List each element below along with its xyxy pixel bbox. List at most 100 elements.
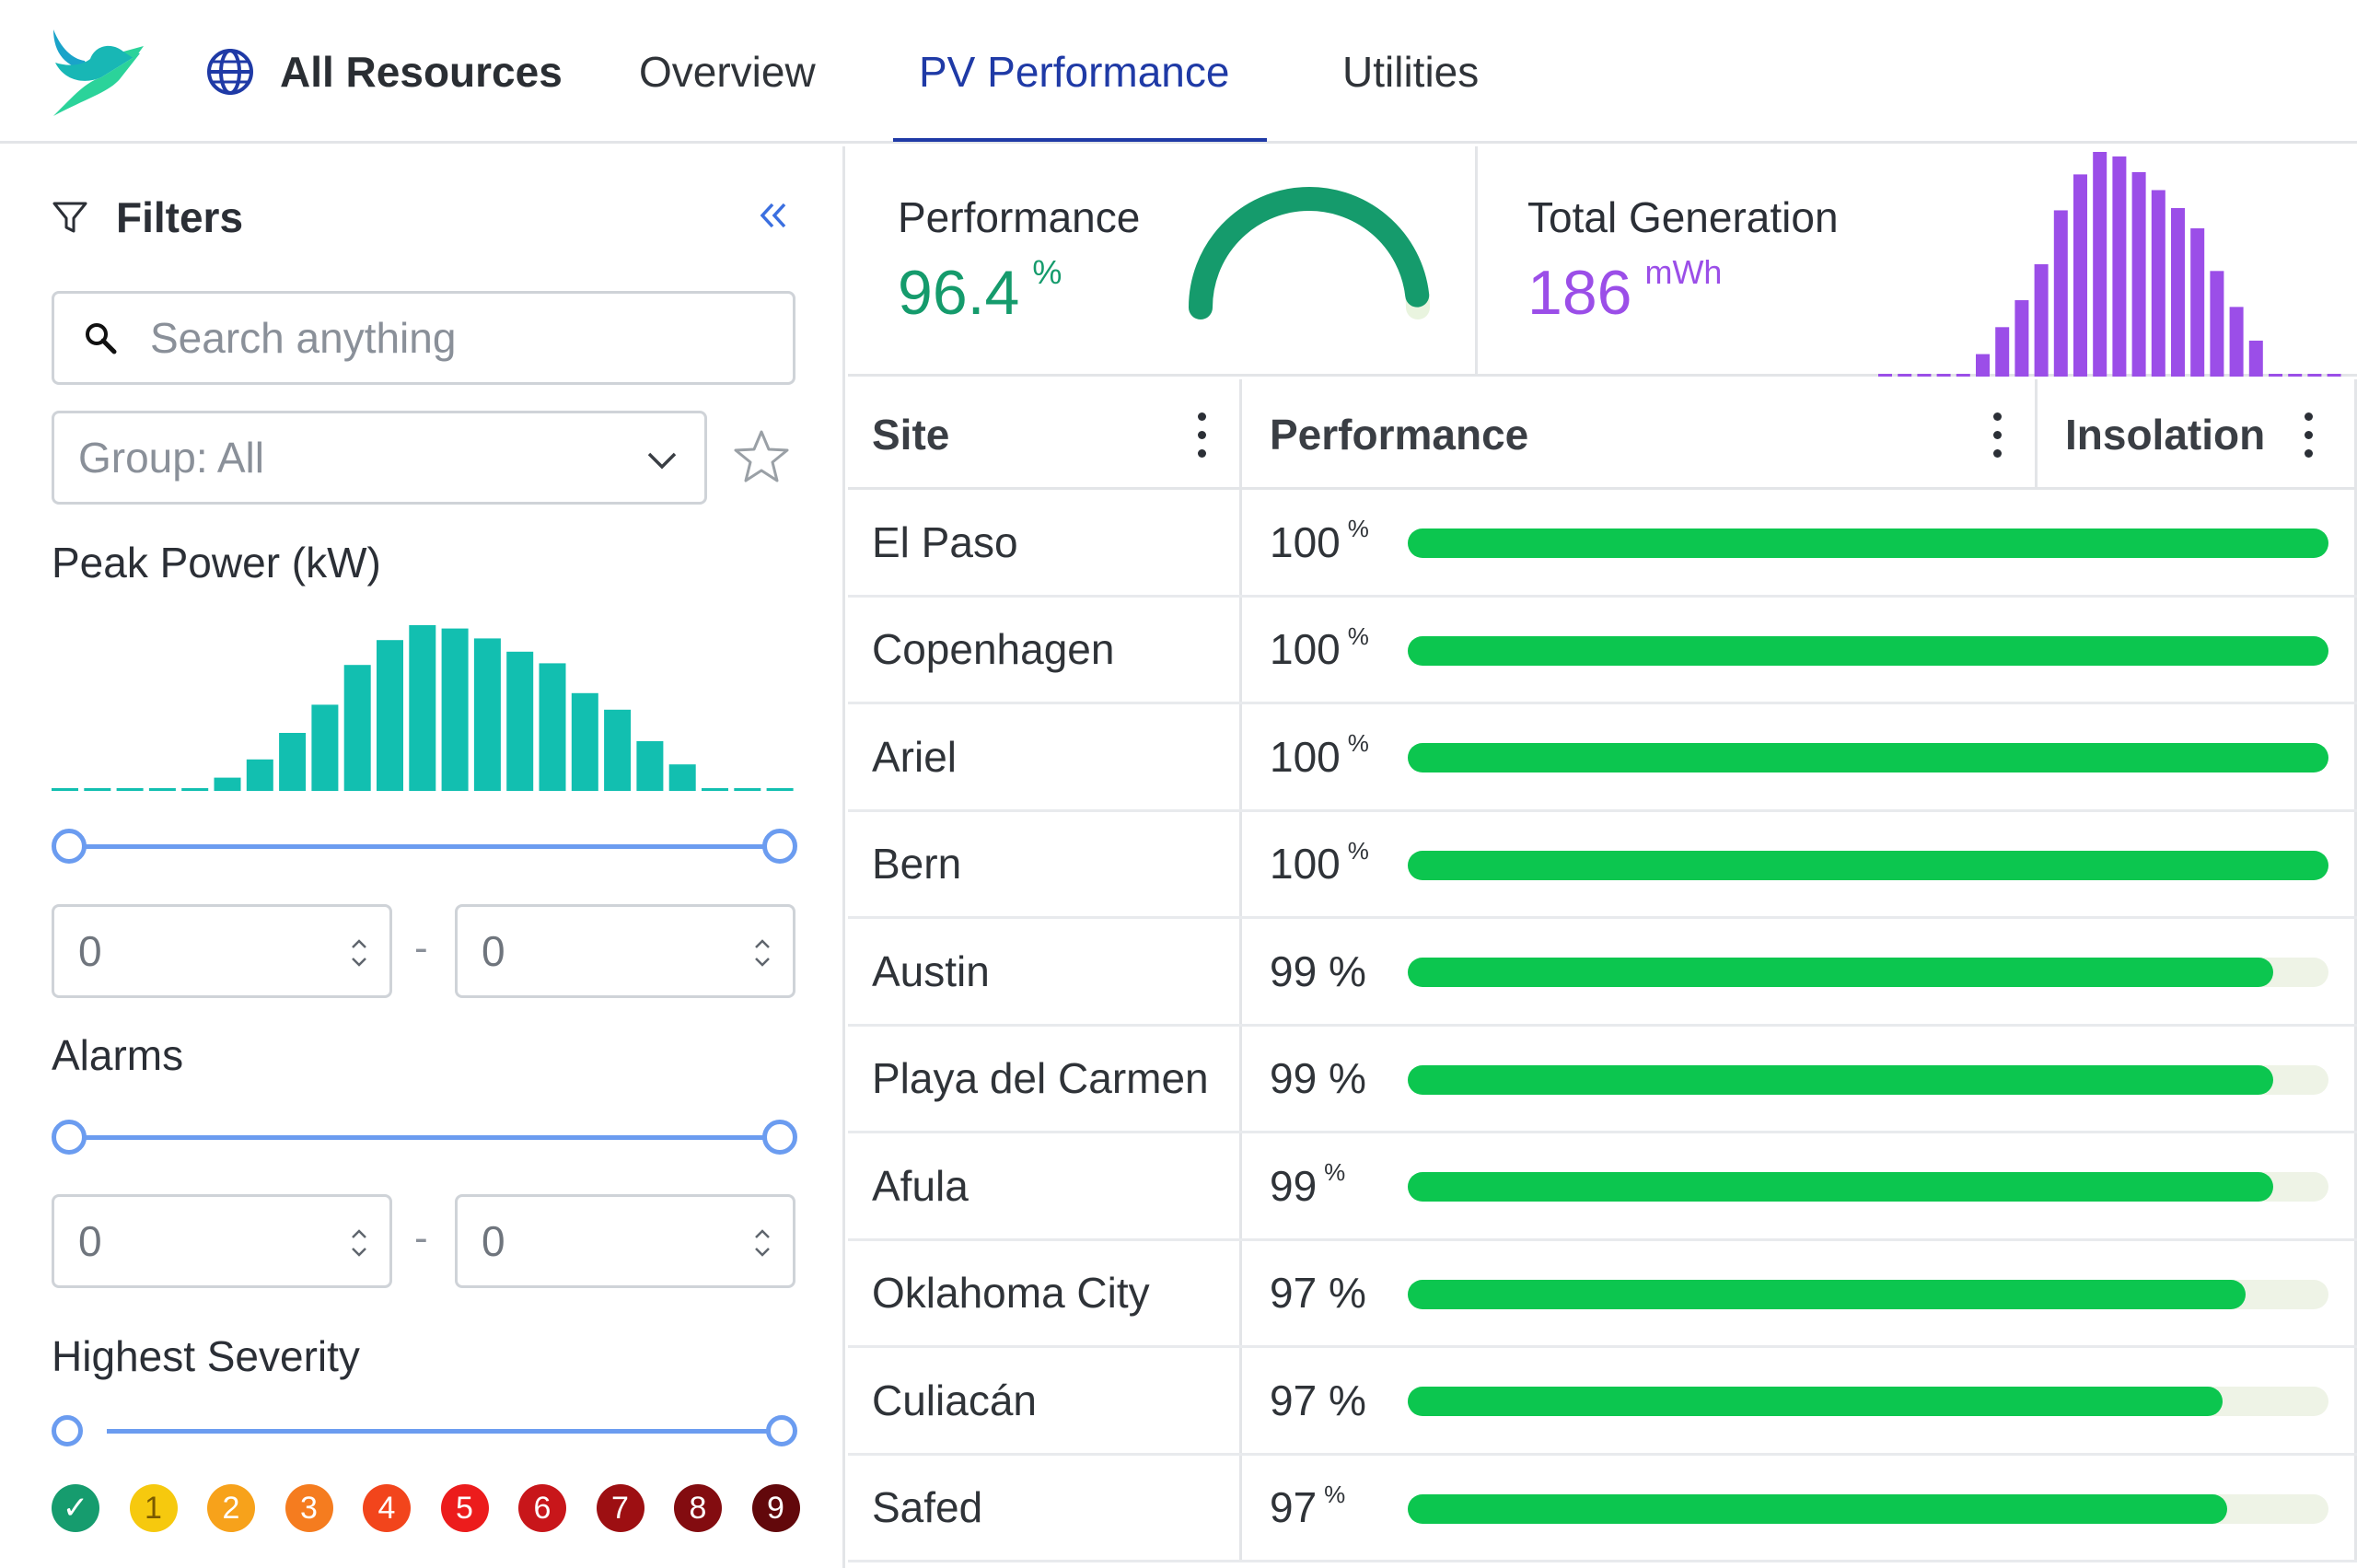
histogram-bar: [84, 788, 111, 791]
peak-power-histogram: [52, 625, 794, 791]
star-icon[interactable]: [733, 428, 790, 485]
performance-bar-fill: [1408, 1387, 2223, 1416]
histogram-bar: [702, 788, 728, 791]
table-row[interactable]: Playa del Carmen 99 %: [848, 1026, 2357, 1133]
peak-power-min-input[interactable]: 0: [52, 904, 392, 998]
severity-level-1[interactable]: 1: [129, 1484, 178, 1532]
severity-level-5[interactable]: 5: [440, 1484, 489, 1532]
column-header-performance[interactable]: Performance: [1242, 379, 2038, 490]
performance-percent-value: 99: [1270, 1161, 1318, 1210]
severity-range-slider[interactable]: [52, 1412, 797, 1449]
severity-level-9[interactable]: 9: [751, 1484, 800, 1532]
all-resources-button[interactable]: All Resources: [204, 0, 563, 144]
table-row[interactable]: Ariel 100%: [848, 704, 2357, 812]
stepper-icon[interactable]: [349, 1225, 369, 1261]
slider-min-handle[interactable]: [52, 1415, 83, 1446]
site-cell: El Paso: [848, 490, 1242, 595]
table-row[interactable]: Culiacán 97 %: [848, 1348, 2357, 1456]
severity-level-7[interactable]: 7: [596, 1484, 644, 1532]
alarms-min-input[interactable]: 0: [52, 1194, 392, 1288]
table-row[interactable]: Afula 99%: [848, 1133, 2357, 1241]
histogram-bar: [1936, 374, 1951, 377]
search-input[interactable]: [150, 313, 776, 363]
table-row[interactable]: Austin 99 %: [848, 919, 2357, 1027]
histogram-bar: [2034, 264, 2049, 377]
peak-power-max-input[interactable]: 0: [455, 904, 795, 998]
column-header-insolation[interactable]: Insolation: [2038, 379, 2357, 490]
group-select[interactable]: Group: All: [52, 411, 707, 505]
performance-percent: 97 %: [1270, 1348, 1374, 1453]
performance-percent-value: 100: [1270, 732, 1341, 781]
table-row[interactable]: Copenhagen 100%: [848, 597, 2357, 704]
performance-bar: [1408, 1064, 2328, 1095]
performance-percent-value: 97 %: [1270, 1269, 1366, 1318]
severity-ok-badge[interactable]: ✓: [52, 1484, 99, 1532]
performance-cell: 97 %: [1242, 1348, 2357, 1453]
performance-percent: 100%: [1270, 812, 1369, 917]
slider-max-handle[interactable]: [762, 829, 797, 864]
search-box[interactable]: [52, 291, 795, 385]
slider-max-handle[interactable]: [766, 1415, 797, 1446]
slider-max-handle[interactable]: [762, 1120, 797, 1155]
performance-cell: 99%: [1242, 1133, 2357, 1238]
performance-percent: 100%: [1270, 490, 1369, 595]
stepper-icon[interactable]: [752, 1225, 772, 1261]
histogram-bar: [148, 788, 176, 791]
alarms-range-slider[interactable]: [52, 1119, 797, 1156]
performance-percent-value: 99 %: [1270, 1054, 1366, 1103]
histogram-bar: [668, 764, 696, 791]
bird-logo-icon[interactable]: [48, 26, 147, 118]
performance-percent-unit: %: [1347, 515, 1369, 543]
peak-power-min-value: 0: [78, 927, 102, 975]
histogram-bar: [766, 788, 794, 791]
performance-cell: 100%: [1242, 490, 2357, 595]
performance-bar-fill: [1408, 1172, 2273, 1202]
performance-bar-fill: [1408, 743, 2328, 772]
table-row[interactable]: Bern 100%: [848, 811, 2357, 919]
slider-track: [68, 844, 781, 849]
slider-min-handle[interactable]: [52, 829, 87, 864]
performance-percent-unit: %: [1324, 1158, 1346, 1187]
performance-cell: 97%: [1242, 1455, 2357, 1560]
peak-power-range-slider[interactable]: [52, 828, 797, 865]
histogram-bar: [1898, 374, 1912, 377]
performance-percent-unit: %: [1324, 1480, 1346, 1508]
performance-title: Performance: [898, 193, 1141, 241]
tab-pv-performance[interactable]: PV Performance: [919, 48, 1230, 96]
histogram-bar: [1878, 374, 1892, 377]
stepper-icon[interactable]: [752, 935, 772, 971]
severity-level-8[interactable]: 8: [674, 1484, 722, 1532]
filters-header: Filters: [52, 192, 243, 242]
column-menu-icon[interactable]: [1993, 412, 2003, 459]
severity-level-3[interactable]: 3: [284, 1484, 333, 1532]
histogram-bar: [2327, 374, 2341, 377]
double-chevron-left-icon: [760, 203, 786, 228]
performance-bar-fill: [1408, 958, 2273, 987]
column-menu-icon[interactable]: [1198, 412, 1207, 459]
site-cell: Culiacán: [848, 1348, 1242, 1453]
performance-percent-value: 100: [1270, 517, 1341, 566]
alarms-max-input[interactable]: 0: [455, 1194, 795, 1288]
performance-cell: 97 %: [1242, 1240, 2357, 1345]
site-cell: Bern: [848, 811, 1242, 916]
stepper-icon[interactable]: [349, 935, 369, 971]
histogram-bar: [409, 625, 436, 791]
slider-min-handle[interactable]: [52, 1120, 87, 1155]
severity-level-2[interactable]: 2: [207, 1484, 255, 1532]
tab-overview[interactable]: Overview: [639, 48, 816, 96]
slider-track: [68, 1135, 781, 1140]
globe-icon: [207, 49, 253, 95]
column-menu-icon[interactable]: [2305, 412, 2314, 459]
filters-title: Filters: [116, 193, 244, 241]
collapse-sidebar-button[interactable]: [757, 192, 790, 240]
table-row[interactable]: Oklahoma City 97 %: [848, 1240, 2357, 1348]
peak-power-label: Peak Power (kW): [52, 539, 381, 587]
tab-utilities[interactable]: Utilities: [1342, 48, 1480, 96]
table-row[interactable]: Safed 97%: [848, 1455, 2357, 1562]
severity-level-4[interactable]: 4: [363, 1484, 411, 1532]
table-row[interactable]: El Paso 100%: [848, 490, 2357, 598]
column-header-site[interactable]: Site: [848, 379, 1242, 490]
severity-level-6[interactable]: 6: [518, 1484, 566, 1532]
performance-bar-fill: [1408, 850, 2328, 880]
performance-percent: 100%: [1270, 598, 1369, 703]
